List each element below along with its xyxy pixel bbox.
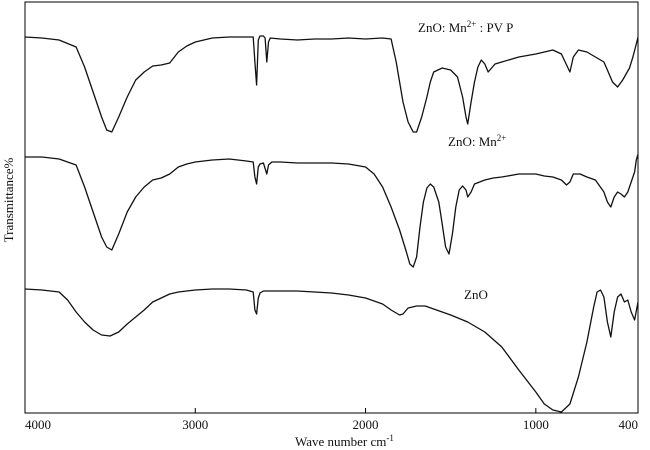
series-line-2 [24,288,639,413]
x-tick-label: 4000 [25,417,51,432]
x-tick-label: 1000 [523,417,549,432]
x-axis-label: Wave number cm-1 [295,433,394,449]
series-label-zno: ZnO [464,287,488,302]
series-line-0 [24,35,639,133]
series-line-1 [25,153,639,268]
plot-frame [24,1,639,414]
series-label-zno-mn-pvp: ZnO: Mn2+ : PV P [418,19,513,35]
plot-area: 4000 3000 2000 1000 400 [24,1,639,432]
x-tick-label: 3000 [182,417,208,432]
y-axis-label: Transmittance% [1,157,16,242]
series-label-zno-mn: ZnO: Mn2+ [448,133,506,149]
x-tick-label: 2000 [353,417,379,432]
x-tick-label: 400 [619,417,639,432]
